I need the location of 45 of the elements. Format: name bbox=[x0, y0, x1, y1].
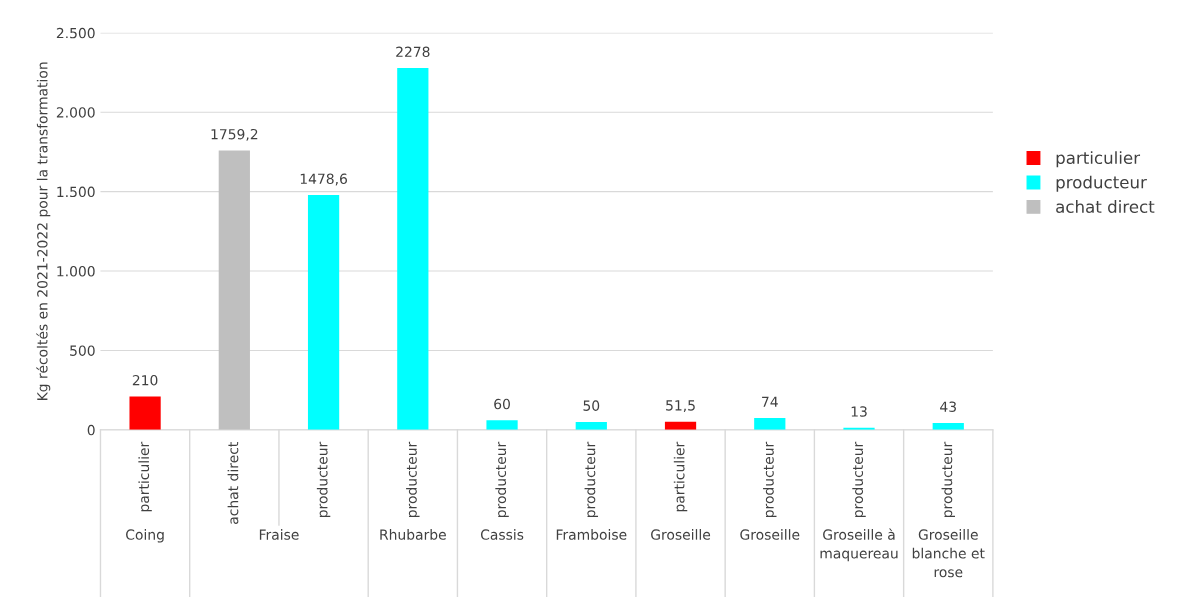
x-tick-label: Groseille à maquereau bbox=[820, 528, 898, 562]
legend-label: particulier bbox=[1056, 151, 1141, 168]
y-tick-label: 2.500 bbox=[56, 27, 95, 39]
text: producteur bbox=[316, 441, 331, 517]
text: particulier bbox=[673, 441, 688, 512]
data-label: 50 bbox=[583, 400, 600, 411]
bar bbox=[129, 396, 161, 430]
x-tick-label: Groseille bbox=[651, 529, 711, 540]
y-tick-label: 2.000 bbox=[56, 107, 95, 118]
bar bbox=[218, 150, 250, 430]
data-label: 1478,6 bbox=[300, 173, 347, 186]
y-tick-label: 0 bbox=[87, 424, 95, 436]
text: particulier bbox=[138, 441, 152, 512]
x-tick-label: Cassis bbox=[480, 529, 524, 540]
data-label: 60 bbox=[494, 398, 510, 410]
text: producteur bbox=[406, 441, 420, 517]
x-tick-label: Groseille blanche et rose bbox=[912, 529, 985, 578]
bar bbox=[486, 420, 518, 430]
x-tick-label: Coing bbox=[126, 529, 164, 543]
text: producteur bbox=[584, 441, 599, 517]
text: producteur bbox=[941, 441, 955, 517]
y-tick-label: 1.000 bbox=[57, 266, 95, 277]
data-label: 43 bbox=[940, 401, 956, 412]
y-tick-label: 500 bbox=[70, 345, 95, 356]
data-label: 51,5 bbox=[666, 400, 695, 413]
x-tick-label: Fraise bbox=[259, 529, 299, 540]
text: producteur bbox=[852, 441, 866, 517]
data-label: 210 bbox=[132, 374, 158, 386]
bar bbox=[754, 418, 786, 430]
x-tick-label: Rhubarbe bbox=[380, 529, 446, 540]
bar bbox=[307, 195, 340, 430]
legend-label: producteur bbox=[1056, 175, 1147, 192]
y-axis-title: Kg récoltés en 2021-2022 pour la transformation bbox=[36, 62, 51, 400]
y-tick-label: 1.500 bbox=[57, 186, 95, 198]
bar bbox=[397, 68, 429, 430]
data-label: 74 bbox=[762, 396, 778, 407]
text: producteur bbox=[495, 441, 509, 517]
text: achat direct bbox=[227, 442, 239, 524]
data-label: 13 bbox=[851, 406, 867, 417]
x-tick-label: Framboise bbox=[556, 529, 627, 540]
legend-label: achat direct bbox=[1056, 200, 1155, 213]
text: producteur bbox=[763, 441, 777, 517]
x-tick-label: Groseille bbox=[740, 529, 800, 540]
data-label: 2278 bbox=[396, 46, 430, 58]
data-label: 1759,2 bbox=[211, 128, 258, 141]
